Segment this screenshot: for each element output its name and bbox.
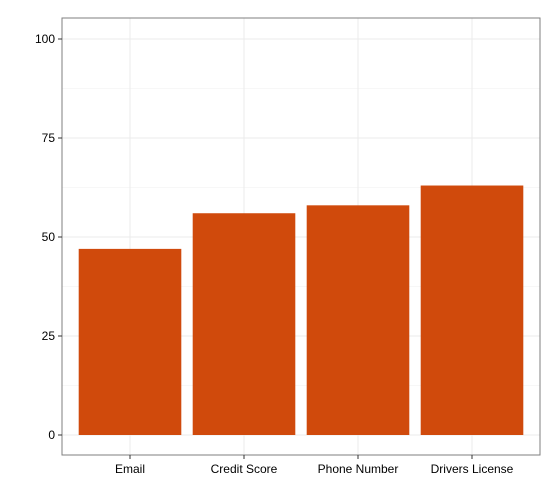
bars xyxy=(78,185,524,435)
y-tick-label: 0 xyxy=(48,428,55,442)
x-tick-label: Credit Score xyxy=(211,462,278,476)
x-axis: Email Credit Score Phone Number Drivers Lic… xyxy=(115,455,514,476)
y-axis: 0 25 50 75 100 xyxy=(35,32,62,442)
bar-email xyxy=(78,248,182,435)
y-tick-label: 100 xyxy=(35,32,55,46)
y-tick-label: 75 xyxy=(42,131,56,145)
bar-drivers-license xyxy=(420,185,524,435)
y-tick-label: 25 xyxy=(42,329,56,343)
bar-phone-number xyxy=(306,205,410,435)
x-tick-label: Drivers License xyxy=(431,462,514,476)
x-tick-label: Phone Number xyxy=(318,462,399,476)
x-tick-label: Email xyxy=(115,462,145,476)
y-tick-label: 50 xyxy=(42,230,56,244)
bar-credit-score xyxy=(192,213,296,435)
